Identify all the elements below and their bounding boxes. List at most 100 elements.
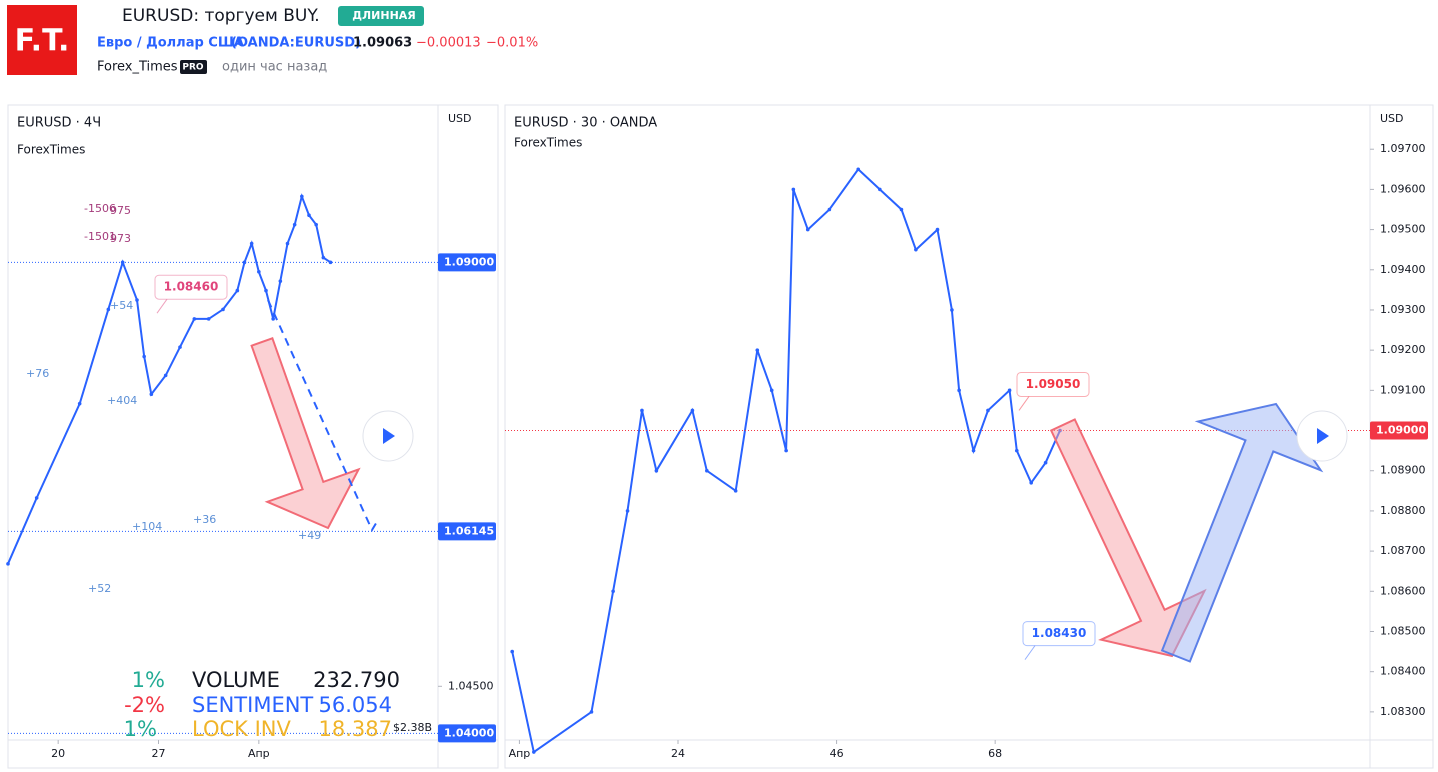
- price-point: [206, 317, 211, 321]
- price-point: [950, 308, 954, 312]
- price-point: [149, 392, 154, 397]
- price: 1.09063: [353, 36, 412, 51]
- arrow: [250, 337, 361, 530]
- price-point: [755, 348, 760, 352]
- play-button[interactable]: [362, 410, 414, 462]
- price-point: [163, 373, 168, 378]
- annotation: +36: [193, 513, 216, 526]
- price-tag-text: 1.04000: [444, 726, 494, 739]
- callout-pointer: [156, 298, 168, 314]
- price-point: [328, 260, 333, 265]
- time-ago: один час назад: [222, 60, 327, 75]
- price-point: [640, 408, 644, 413]
- currency: USD: [1380, 112, 1404, 125]
- price-point: [805, 227, 810, 232]
- price-point: [135, 298, 139, 302]
- price-point: [784, 448, 788, 453]
- price-point: [6, 562, 10, 566]
- chart-subtitle: ForexTimes: [17, 143, 85, 157]
- annotation: +54: [110, 299, 133, 312]
- y-tick-label: 1.08800: [1380, 504, 1426, 517]
- price-tag: [438, 724, 496, 743]
- price-point: [791, 187, 796, 192]
- y-tick-label: 1.08500: [1380, 624, 1426, 637]
- logo: [7, 5, 77, 75]
- price-point: [654, 468, 659, 473]
- arrow: [1049, 418, 1207, 658]
- stat-label: SENTIMENT: [192, 693, 313, 717]
- price-point: [314, 222, 318, 227]
- price-tag-text: 1.06145: [444, 524, 494, 537]
- y-tick-label: 1.08700: [1380, 544, 1426, 557]
- panel-frame: [7, 104, 499, 769]
- callout-pointer: [1018, 396, 1030, 411]
- price-point: [77, 401, 82, 406]
- price-point: [1043, 460, 1048, 465]
- stat-value: 18.387: [319, 717, 392, 741]
- stat-value: 56.054: [319, 693, 392, 717]
- stat-pct: 1%: [124, 717, 157, 741]
- price-point: [1029, 480, 1034, 485]
- y-tick-label: 1.09300: [1380, 303, 1426, 316]
- price-point: [221, 307, 225, 312]
- callout-pointer: [1024, 645, 1036, 660]
- price-point: [142, 354, 146, 359]
- x-tick-label: Апр: [248, 747, 270, 760]
- y-tick-label: 1.09100: [1380, 383, 1426, 396]
- annotation: +404: [107, 394, 137, 407]
- price-change-pct: −0.01%: [486, 36, 538, 51]
- price-point: [957, 388, 961, 393]
- annotation: 973: [110, 232, 131, 245]
- callout-box: [1016, 371, 1090, 397]
- price-point: [899, 207, 904, 212]
- pro-badge: [180, 60, 207, 74]
- price-point: [292, 222, 297, 227]
- price-point: [878, 187, 882, 192]
- price-point: [178, 345, 182, 349]
- panel-frame: [504, 104, 1434, 769]
- stat-pct: 1%: [132, 668, 165, 692]
- stat-label: VOLUME: [192, 668, 280, 692]
- price-point: [769, 388, 774, 393]
- annotation: +76: [26, 367, 49, 380]
- price-point: [914, 247, 918, 252]
- logo-text: F.T.: [15, 24, 70, 59]
- price-tag: [438, 253, 496, 272]
- symbol-code[interactable]: (OANDA:EURUSD): [231, 36, 361, 51]
- price-point: [589, 710, 594, 714]
- price-point: [285, 241, 290, 246]
- x-tick-label: Апр: [509, 747, 531, 760]
- price-point: [625, 509, 630, 513]
- y-tick-label: 1.09700: [1380, 142, 1426, 155]
- price-point: [1014, 448, 1019, 453]
- play-button[interactable]: [1296, 410, 1348, 462]
- badge-text: ДЛИННАЯ: [352, 9, 416, 22]
- currency: USD: [448, 112, 472, 125]
- price-point: [935, 227, 940, 232]
- price-point: [242, 260, 247, 265]
- price-point: [257, 269, 261, 274]
- symbol-name[interactable]: Евро / Доллар США: [97, 36, 244, 51]
- price-tag-text: 1.09000: [444, 255, 494, 268]
- y-tick-label: 1.08400: [1380, 665, 1426, 678]
- price-point: [733, 489, 738, 493]
- price-point: [1007, 388, 1012, 393]
- annotation: 975: [110, 204, 131, 217]
- price-point: [510, 649, 515, 654]
- y-tick-label: 1.09600: [1380, 182, 1426, 195]
- pro-text: PRO: [182, 63, 204, 73]
- chart-subtitle: ForexTimes: [514, 136, 582, 150]
- price-change: −0.00013: [416, 36, 481, 51]
- price-point: [690, 408, 695, 413]
- price-point: [971, 448, 976, 453]
- x-tick-label: 20: [51, 747, 65, 760]
- annotation: -1501: [84, 230, 116, 243]
- price-point: [307, 213, 311, 218]
- callout-text: 1.08460: [164, 280, 219, 294]
- y-tick-label: 1.08300: [1380, 705, 1426, 718]
- price-point: [249, 241, 254, 246]
- stats: 1% VOLUME 232.790 -2% SENTIMENT 56.054 1…: [124, 668, 432, 741]
- x-tick-label: 24: [671, 747, 685, 760]
- stat-value: 232.790: [313, 668, 400, 692]
- author[interactable]: Forex_Times: [97, 60, 178, 75]
